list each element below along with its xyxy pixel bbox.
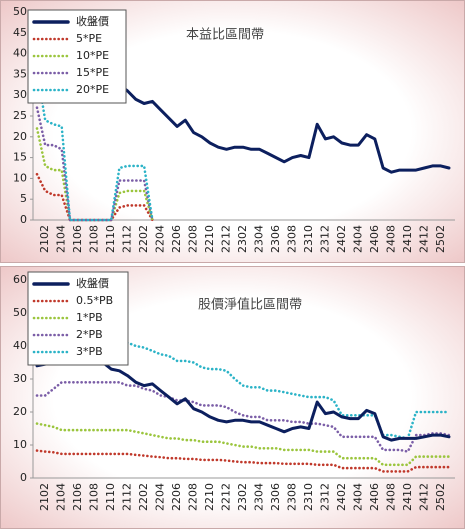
legend-label: 2*PB xyxy=(76,328,103,341)
y-tick-label: 30 xyxy=(13,372,27,385)
x-tick-label: 2412 xyxy=(417,483,430,511)
legend-label: 10*PE xyxy=(76,49,109,62)
x-tick-label: 2402 xyxy=(335,483,348,511)
x-tick-label: 2112 xyxy=(121,483,134,511)
legend-label: 15*PE xyxy=(76,66,109,79)
x-tick-label: 2502 xyxy=(434,483,447,511)
x-tick-label: 2410 xyxy=(401,483,414,511)
legend-label: 收盤價 xyxy=(76,276,109,290)
x-tick-label: 2404 xyxy=(351,483,364,511)
x-tick-label: 2102 xyxy=(38,483,51,511)
x-tick-label: 2304 xyxy=(252,483,265,511)
x-tick-label: 2204 xyxy=(154,225,167,253)
x-tick-label: 2310 xyxy=(302,483,315,511)
y-tick-label: 20 xyxy=(13,130,27,143)
legend-label: 20*PE xyxy=(76,83,109,96)
y-tick-label: 40 xyxy=(13,339,27,352)
legend-box xyxy=(27,9,127,104)
x-tick-label: 2412 xyxy=(417,225,430,253)
x-tick-label: 2206 xyxy=(170,225,183,253)
x-tick-label: 2110 xyxy=(104,483,117,511)
legend-label: 5*PE xyxy=(76,32,102,45)
legend-label: 1*PB xyxy=(76,311,103,324)
x-tick-label: 2112 xyxy=(121,225,134,253)
y-tick-label: 15 xyxy=(13,151,27,164)
x-tick-label: 2406 xyxy=(368,483,381,511)
x-tick-label: 2110 xyxy=(104,225,117,253)
x-tick-label: 2408 xyxy=(384,225,397,253)
x-tick-label: 2306 xyxy=(269,225,282,253)
x-tick-label: 2502 xyxy=(434,225,447,253)
legend-label: 3*PB xyxy=(76,345,103,358)
y-tick-label: 25 xyxy=(13,109,27,122)
x-tick-label: 2208 xyxy=(187,483,200,511)
series-line xyxy=(35,422,451,467)
chart-title: 股價淨值比區間帶 xyxy=(198,297,302,313)
series-line xyxy=(35,68,154,222)
y-tick-label: 10 xyxy=(13,438,27,451)
legend-label: 0.5*PB xyxy=(76,294,113,307)
x-tick-label: 2306 xyxy=(269,483,282,511)
x-tick-label: 2408 xyxy=(384,483,397,511)
x-tick-label: 2312 xyxy=(318,225,331,253)
x-tick-label: 2404 xyxy=(351,225,364,253)
y-tick-label: 30 xyxy=(13,88,27,101)
series-line xyxy=(35,106,154,222)
x-tick-label: 2302 xyxy=(236,483,249,511)
x-tick-label: 2204 xyxy=(154,483,167,511)
x-tick-label: 2212 xyxy=(220,225,233,253)
x-tick-label: 2310 xyxy=(302,225,315,253)
x-tick-label: 2410 xyxy=(401,225,414,253)
x-tick-label: 2308 xyxy=(285,483,298,511)
x-tick-label: 2312 xyxy=(318,483,331,511)
series-line xyxy=(35,381,451,453)
y-tick-label: 5 xyxy=(20,192,27,205)
y-tick-label: 50 xyxy=(13,306,27,319)
x-tick-label: 2210 xyxy=(203,483,216,511)
y-tick-label: 20 xyxy=(13,405,27,418)
legend-box xyxy=(27,271,129,366)
x-tick-label: 2210 xyxy=(203,225,216,253)
x-tick-label: 2206 xyxy=(170,483,183,511)
x-tick-label: 2106 xyxy=(71,483,84,511)
y-tick-label: 45 xyxy=(13,26,27,39)
x-tick-label: 2402 xyxy=(335,225,348,253)
x-tick-label: 2304 xyxy=(252,225,265,253)
legend-label: 收盤價 xyxy=(76,14,109,28)
y-tick-label: 60 xyxy=(13,273,27,286)
x-tick-label: 2208 xyxy=(187,225,200,253)
y-tick-label: 0 xyxy=(20,213,27,226)
x-tick-label: 2212 xyxy=(220,483,233,511)
x-tick-label: 2108 xyxy=(88,225,101,253)
y-tick-label: 10 xyxy=(13,171,27,184)
x-tick-label: 2202 xyxy=(137,225,150,253)
x-tick-label: 2202 xyxy=(137,483,150,511)
x-tick-label: 2104 xyxy=(55,483,68,511)
y-tick-label: 0 xyxy=(20,471,27,484)
series-line xyxy=(35,449,451,473)
x-tick-label: 2302 xyxy=(236,225,249,253)
y-tick-label: 35 xyxy=(13,67,27,80)
x-tick-label: 2108 xyxy=(88,483,101,511)
y-tick-label: 50 xyxy=(13,5,27,18)
chart-title: 本益比區間帶 xyxy=(186,28,264,43)
x-tick-label: 2406 xyxy=(368,225,381,253)
y-tick-label: 40 xyxy=(13,47,27,60)
x-tick-label: 2102 xyxy=(38,225,51,253)
x-tick-label: 2308 xyxy=(285,225,298,253)
x-tick-label: 2104 xyxy=(55,225,68,253)
x-tick-label: 2106 xyxy=(71,225,84,253)
